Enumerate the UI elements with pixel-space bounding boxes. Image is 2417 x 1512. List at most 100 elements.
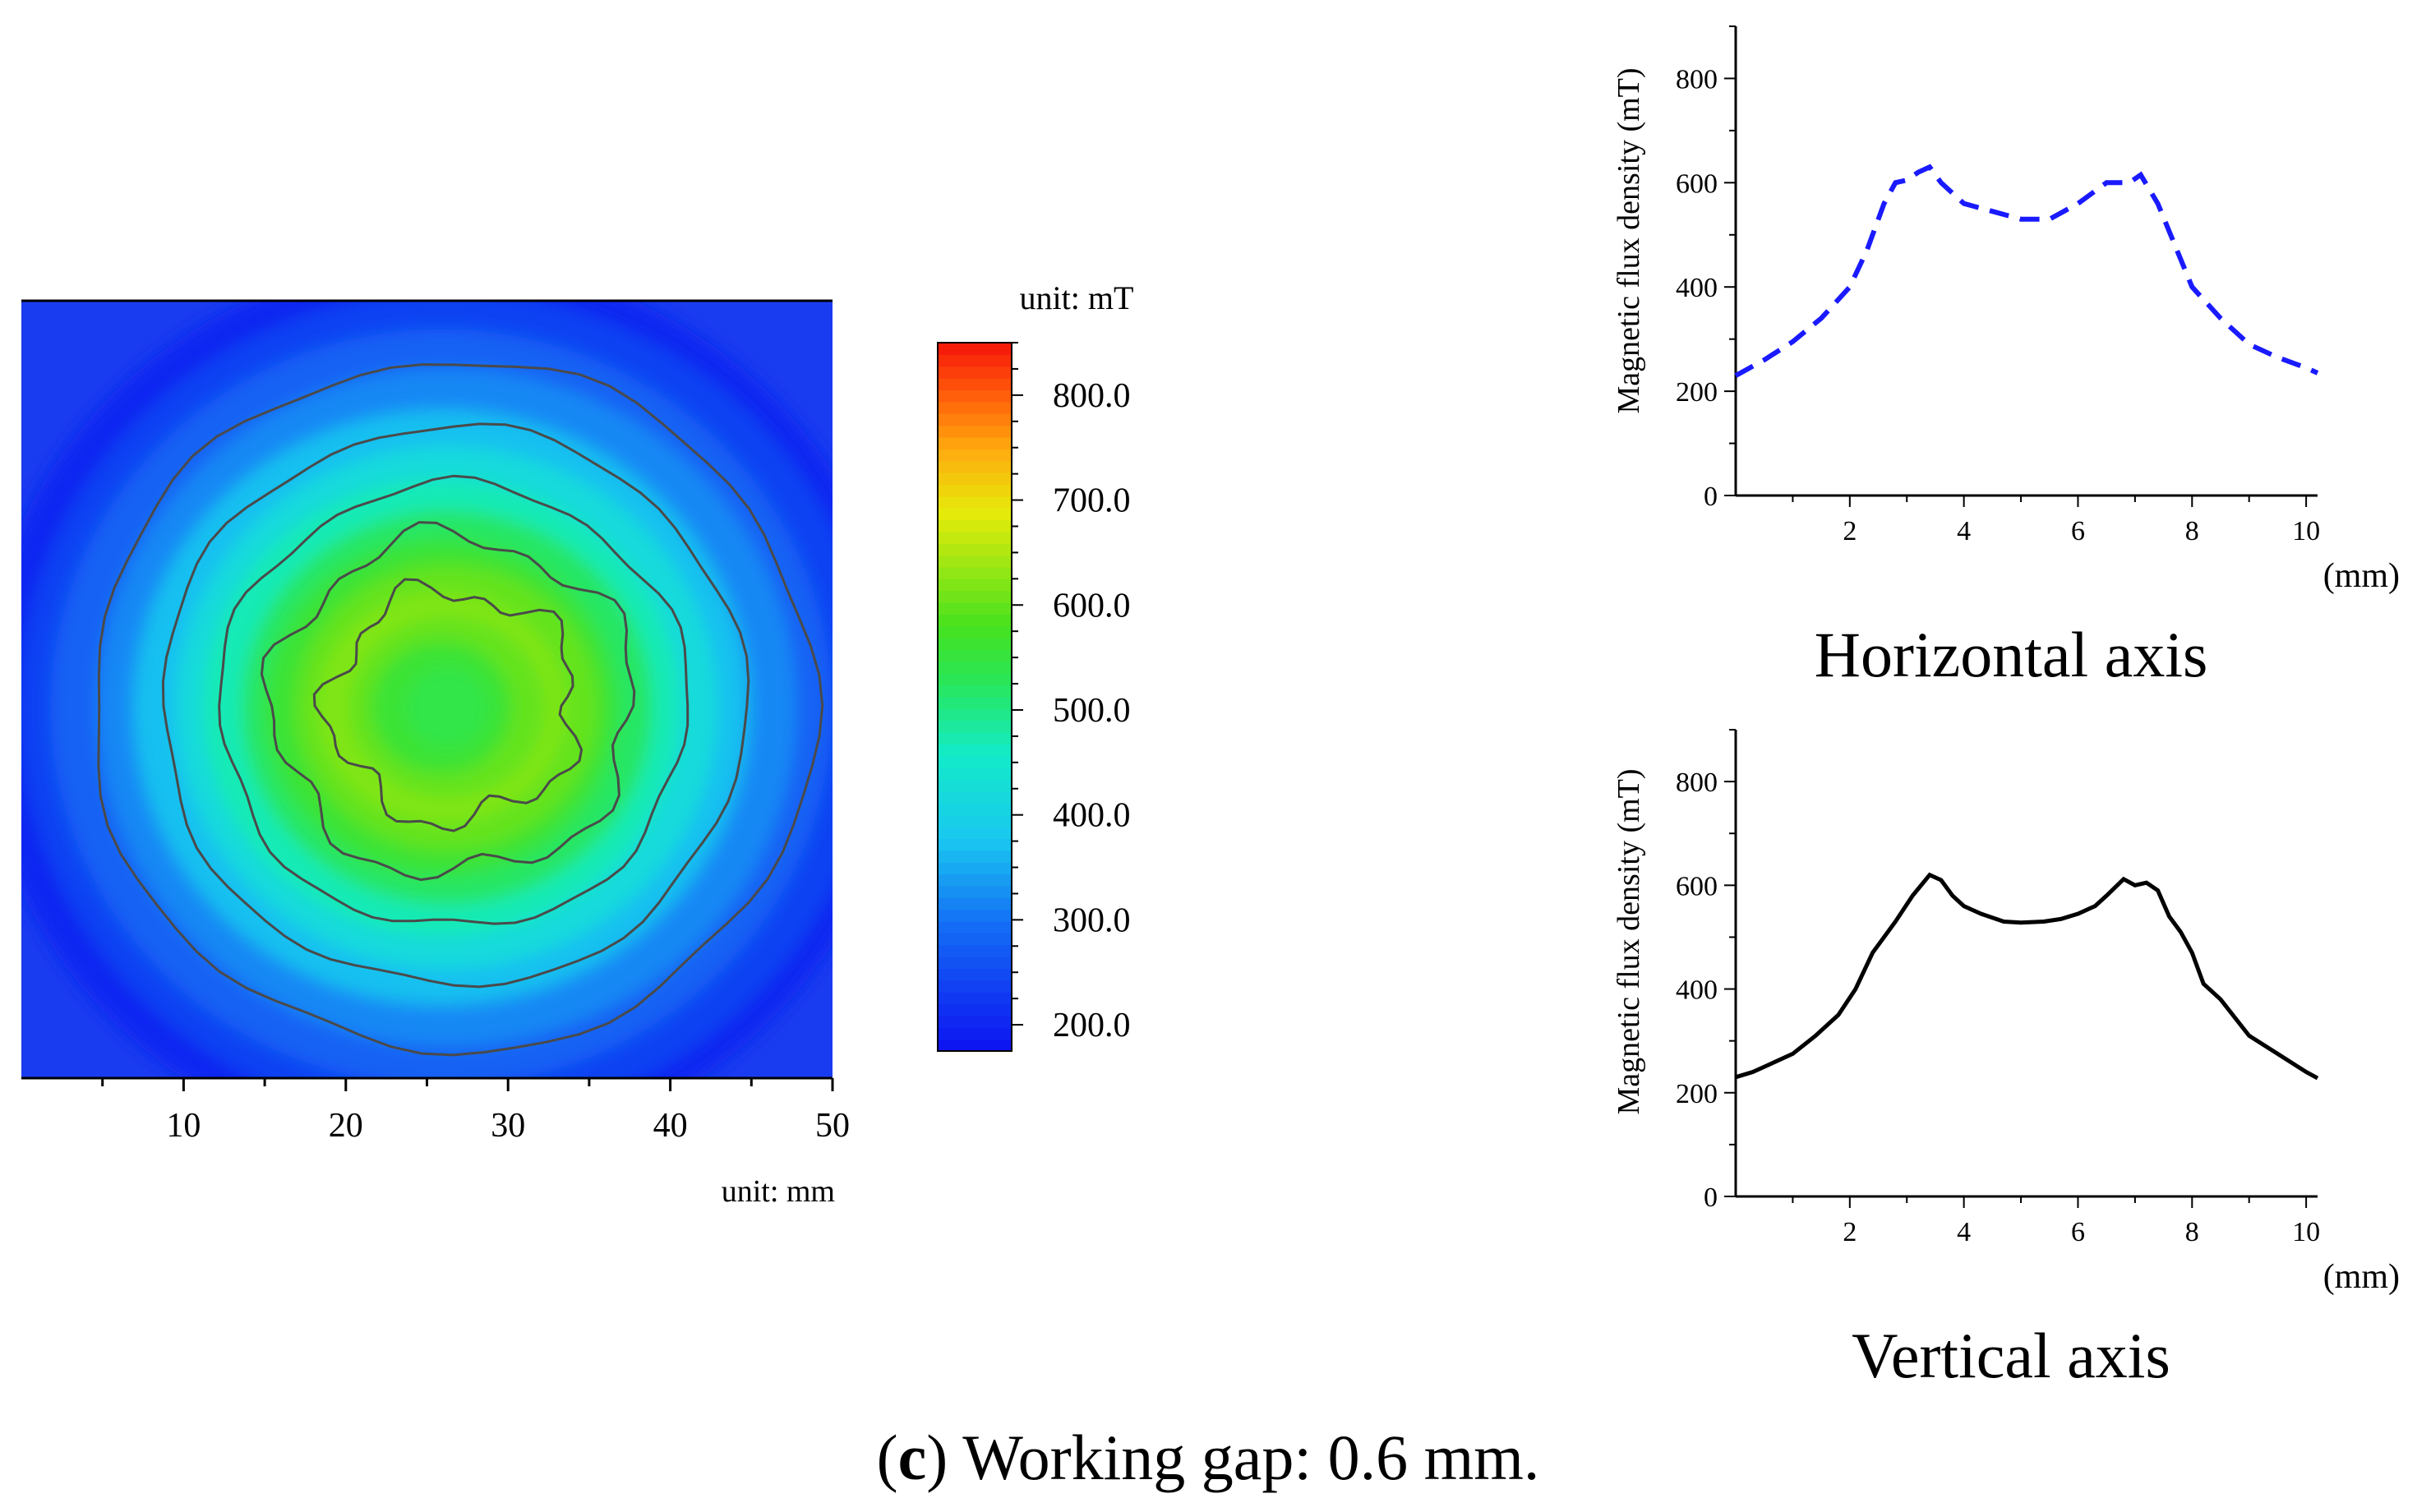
colorbar-tick-label: 700.0 (1053, 482, 1131, 520)
colorbar-band (938, 496, 1012, 509)
colorbar-band (938, 814, 1012, 827)
vertical-axis-chart: 0 200 400 600 800 2 4 6 8 10 Magnetic flux densit… (1612, 729, 2400, 1391)
x-tick-label: 6 (2071, 516, 2085, 546)
colorbar-band (938, 779, 1012, 792)
colorbar-band (938, 685, 1012, 698)
heatmap-fill (21, 301, 833, 1078)
colorbar-band (938, 543, 1012, 556)
y-tick-label: 800 (1676, 768, 1718, 798)
colorbar-title: unit: mT (1020, 279, 1134, 316)
x-tick-label: 2 (1843, 516, 1857, 546)
colorbar-band (938, 968, 1012, 981)
y-tick-label: 200 (1676, 1079, 1718, 1109)
colorbar-band (938, 885, 1012, 898)
vertical-chart-title: Vertical axis (1852, 1320, 2170, 1391)
vertical-series-line (1735, 872, 2319, 1081)
colorbar-band (938, 614, 1012, 627)
heatmap-x-tick-label: 20 (329, 1107, 363, 1145)
x-tick-label: 10 (2292, 516, 2320, 546)
colorbar: unit: mT 800.0 700.0 600.0 500.0 400.0 300.0 2… (937, 279, 1134, 1052)
heatmap-band (406, 668, 488, 747)
heatmap-contour-line (312, 578, 583, 832)
colorbar-band (938, 673, 1012, 686)
vertical-chart-ylabel: Magnetic flux density (mT) (1612, 768, 1646, 1114)
y-tick-label: 400 (1676, 975, 1718, 1006)
colorbar-band (938, 602, 1012, 615)
y-tick-label: 0 (1704, 1182, 1718, 1213)
colorbar-band (938, 343, 1012, 355)
colorbar-band (938, 472, 1012, 485)
x-tick-label: 8 (2185, 516, 2199, 546)
heatmap-panel: 10 20 30 40 50 unit: mm (21, 299, 850, 1209)
x-tick-label: 2 (1843, 1217, 1857, 1247)
colorbar-band (938, 827, 1012, 839)
colorbar-ticks: 800.0 700.0 600.0 500.0 400.0 300.0 200.0 (1012, 342, 1131, 1044)
colorbar-band (938, 531, 1012, 544)
colorbar-band (938, 638, 1012, 651)
colorbar-band (938, 957, 1012, 970)
colorbar-band (938, 909, 1012, 922)
y-tick-label: 800 (1676, 64, 1718, 94)
colorbar-band (938, 744, 1012, 757)
colorbar-band (938, 697, 1012, 709)
colorbar-band (938, 390, 1012, 403)
colorbar-tick-label: 500.0 (1053, 692, 1131, 730)
colorbar-band (938, 555, 1012, 568)
colorbar-band (938, 850, 1012, 863)
colorbar-band (938, 933, 1012, 946)
y-tick-label: 400 (1676, 273, 1718, 303)
colorbar-band (938, 519, 1012, 532)
colorbar-tick-label: 300.0 (1053, 901, 1131, 939)
colorbar-band (938, 366, 1012, 379)
heatmap-contour-line (218, 474, 690, 925)
x-tick-label: 10 (2292, 1217, 2320, 1247)
caption-letter: c (898, 1422, 927, 1493)
figure-caption: (c) Working gap: 0.6 mm. (877, 1422, 1540, 1493)
heatmap-contour-line (260, 521, 636, 882)
horizontal-chart-axes: 0 200 400 600 800 2 4 6 8 10 (1676, 25, 2320, 546)
horizontal-series-line (1734, 164, 2319, 378)
colorbar-tick-label: 600.0 (1053, 587, 1131, 625)
vertical-chart-axes: 0 200 400 600 800 2 4 6 8 10 (1676, 729, 2320, 1247)
x-tick-label: 8 (2185, 1217, 2199, 1247)
colorbar-band (938, 755, 1012, 768)
x-tick-label: 6 (2071, 1217, 2085, 1247)
y-tick-label: 0 (1704, 482, 1718, 512)
colorbar-band (938, 708, 1012, 721)
colorbar-band (938, 838, 1012, 851)
colorbar-tick-label: 200.0 (1053, 1007, 1131, 1044)
colorbar-band (938, 1015, 1012, 1028)
colorbar-band (938, 625, 1012, 638)
heatmap-contour-line (97, 363, 824, 1057)
colorbar-band (938, 897, 1012, 910)
x-tick-label: 4 (1957, 516, 1971, 546)
colorbar-band (938, 874, 1012, 887)
colorbar-band (938, 661, 1012, 674)
x-tick-label: 4 (1957, 1217, 1971, 1247)
colorbar-band (938, 944, 1012, 957)
y-tick-label: 600 (1676, 168, 1718, 199)
colorbar-band (938, 791, 1012, 804)
colorbar-band (938, 436, 1012, 449)
colorbar-tick-label: 400.0 (1053, 797, 1131, 835)
heatmap-contours (97, 363, 824, 1057)
heatmap-x-unit-label: unit: mm (722, 1174, 835, 1209)
horizontal-axis-chart: 0 200 400 600 800 2 4 6 8 10 Magnetic flux densit… (1612, 25, 2400, 690)
horizontal-chart-xlabel: (mm) (2323, 557, 2400, 595)
colorbar-band (938, 460, 1012, 473)
heatmap-x-tick-label: 50 (815, 1107, 850, 1145)
colorbar-band (938, 484, 1012, 497)
colorbar-band (938, 579, 1012, 592)
horizontal-chart-title: Horizontal axis (1815, 619, 2208, 690)
heatmap-x-tick-label: 40 (653, 1107, 688, 1145)
colorbar-band (938, 449, 1012, 462)
caption-text: Working gap: 0.6 mm. (948, 1422, 1539, 1493)
colorbar-band (938, 720, 1012, 733)
colorbar-band (938, 803, 1012, 816)
colorbar-band (938, 413, 1012, 426)
colorbar-band (938, 732, 1012, 745)
heatmap-contour-line (161, 422, 750, 989)
y-tick-label: 600 (1676, 871, 1718, 901)
heatmap-x-tick-label: 30 (491, 1107, 525, 1145)
